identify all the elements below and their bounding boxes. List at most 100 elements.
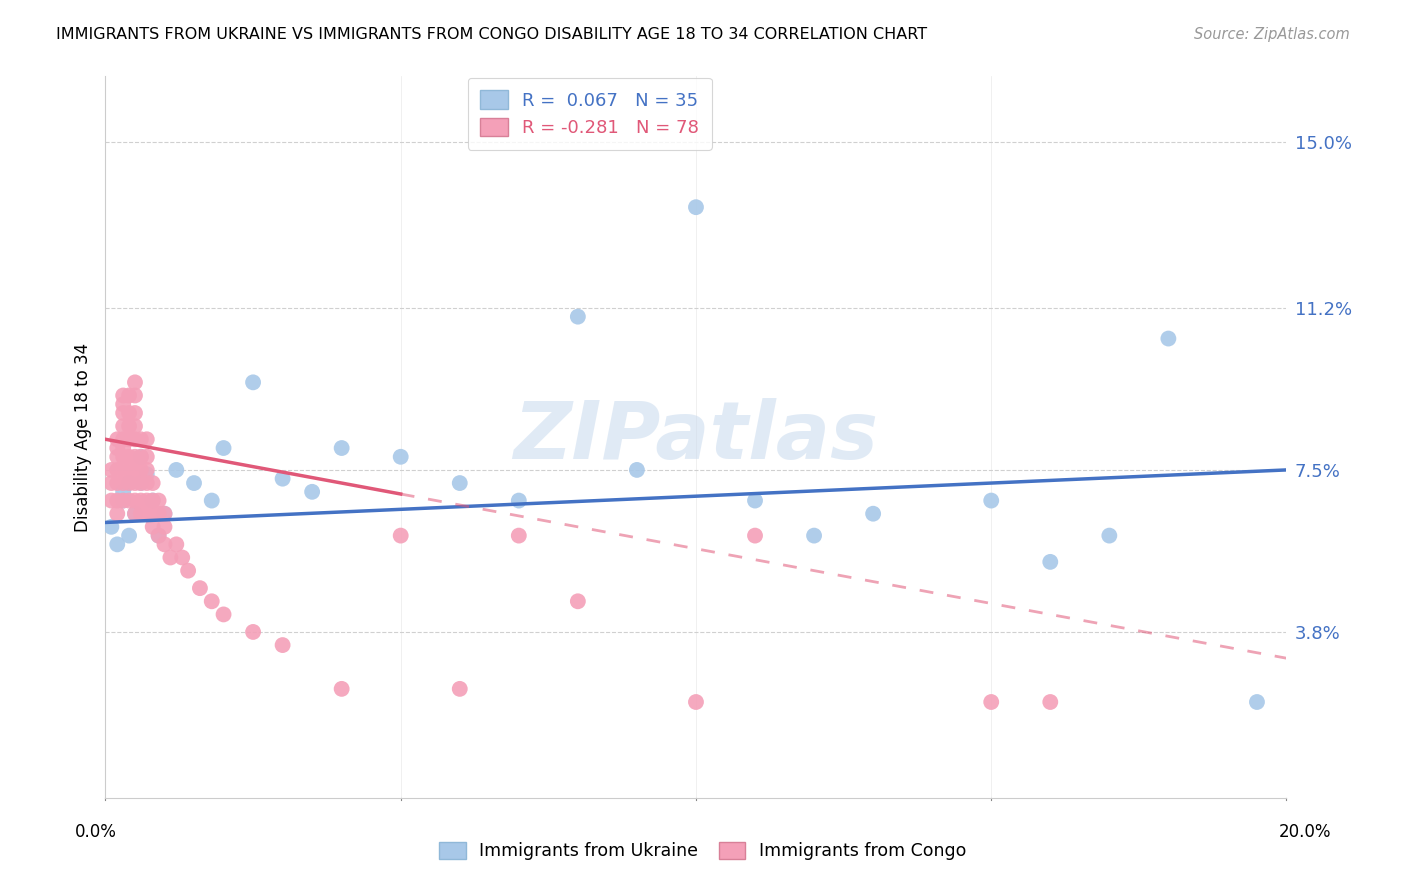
- Point: [142, 476, 165, 491]
- Point: [567, 594, 589, 608]
- Text: 20.0%: 20.0%: [1278, 822, 1331, 840]
- Point: [135, 507, 157, 521]
- Point: [129, 450, 152, 464]
- Legend: R =  0.067   N = 35, R = -0.281   N = 78: R = 0.067 N = 35, R = -0.281 N = 78: [468, 78, 711, 150]
- Point: [862, 507, 884, 521]
- Point: [105, 476, 128, 491]
- Point: [1157, 332, 1180, 346]
- Point: [124, 376, 146, 390]
- Point: [449, 476, 471, 491]
- Point: [188, 581, 211, 595]
- Point: [118, 528, 141, 542]
- Point: [685, 200, 707, 214]
- Point: [105, 450, 128, 464]
- Point: [159, 550, 181, 565]
- Point: [112, 493, 135, 508]
- Point: [100, 476, 122, 491]
- Point: [242, 624, 264, 639]
- Point: [135, 467, 157, 482]
- Point: [129, 476, 152, 491]
- Point: [118, 419, 141, 434]
- Point: [118, 388, 141, 402]
- Point: [124, 432, 146, 446]
- Point: [118, 476, 141, 491]
- Point: [508, 528, 530, 542]
- Point: [105, 463, 128, 477]
- Point: [142, 520, 165, 534]
- Point: [449, 681, 471, 696]
- Point: [118, 406, 141, 420]
- Point: [129, 493, 152, 508]
- Point: [153, 520, 176, 534]
- Point: [142, 507, 165, 521]
- Point: [105, 537, 128, 551]
- Point: [685, 695, 707, 709]
- Point: [148, 493, 170, 508]
- Point: [165, 463, 187, 477]
- Point: [301, 484, 323, 499]
- Point: [124, 476, 146, 491]
- Point: [124, 507, 146, 521]
- Point: [118, 476, 141, 491]
- Point: [148, 507, 170, 521]
- Point: [626, 463, 648, 477]
- Point: [100, 520, 122, 534]
- Point: [112, 432, 135, 446]
- Point: [183, 476, 205, 491]
- Point: [201, 594, 224, 608]
- Point: [129, 463, 152, 477]
- Point: [142, 493, 165, 508]
- Point: [129, 476, 152, 491]
- Point: [271, 472, 294, 486]
- Point: [330, 441, 353, 455]
- Point: [124, 463, 146, 477]
- Text: 0.0%: 0.0%: [75, 822, 117, 840]
- Point: [124, 493, 146, 508]
- Point: [201, 493, 224, 508]
- Point: [118, 463, 141, 477]
- Point: [271, 638, 294, 652]
- Point: [980, 493, 1002, 508]
- Point: [112, 419, 135, 434]
- Point: [567, 310, 589, 324]
- Point: [508, 493, 530, 508]
- Point: [135, 493, 157, 508]
- Point: [153, 507, 176, 521]
- Point: [112, 441, 135, 455]
- Point: [135, 463, 157, 477]
- Text: IMMIGRANTS FROM UKRAINE VS IMMIGRANTS FROM CONGO DISABILITY AGE 18 TO 34 CORRELA: IMMIGRANTS FROM UKRAINE VS IMMIGRANTS FR…: [56, 27, 928, 42]
- Text: Source: ZipAtlas.com: Source: ZipAtlas.com: [1194, 27, 1350, 42]
- Point: [124, 507, 146, 521]
- Point: [148, 528, 170, 542]
- Point: [112, 397, 135, 411]
- Point: [177, 564, 200, 578]
- Point: [124, 450, 146, 464]
- Point: [105, 432, 128, 446]
- Point: [105, 493, 128, 508]
- Point: [803, 528, 825, 542]
- Point: [124, 388, 146, 402]
- Point: [744, 528, 766, 542]
- Point: [172, 550, 194, 565]
- Point: [100, 493, 122, 508]
- Point: [112, 476, 135, 491]
- Point: [135, 432, 157, 446]
- Point: [135, 476, 157, 491]
- Point: [105, 441, 128, 455]
- Point: [148, 528, 170, 542]
- Point: [118, 493, 141, 508]
- Point: [389, 528, 412, 542]
- Point: [124, 419, 146, 434]
- Point: [153, 537, 176, 551]
- Point: [744, 493, 766, 508]
- Point: [153, 507, 176, 521]
- Point: [129, 450, 152, 464]
- Point: [124, 406, 146, 420]
- Point: [118, 450, 141, 464]
- Point: [135, 450, 157, 464]
- Point: [112, 450, 135, 464]
- Legend: Immigrants from Ukraine, Immigrants from Congo: Immigrants from Ukraine, Immigrants from…: [433, 835, 973, 867]
- Point: [112, 493, 135, 508]
- Point: [212, 607, 235, 622]
- Text: ZIPatlas: ZIPatlas: [513, 398, 879, 476]
